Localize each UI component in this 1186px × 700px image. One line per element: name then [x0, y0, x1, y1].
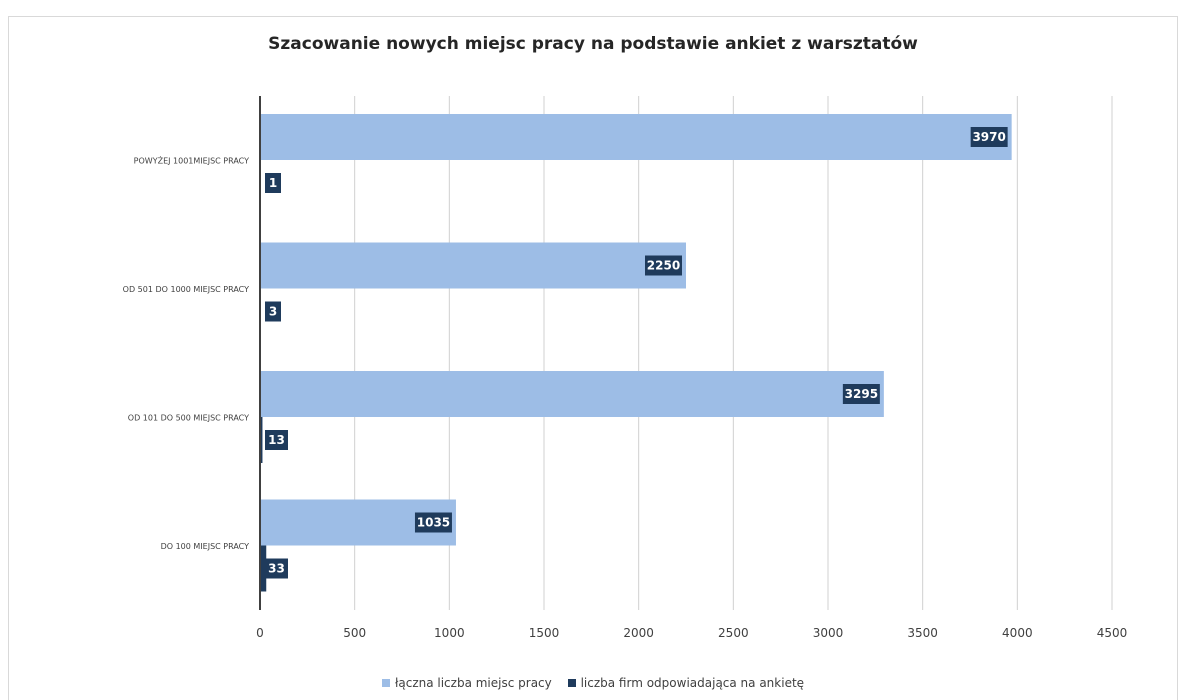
x-tick-label: 3500	[907, 626, 938, 640]
data-label-firms: 33	[268, 562, 285, 576]
data-label-box-total	[645, 255, 682, 276]
bar-total-jobs	[260, 371, 884, 417]
legend-item-firms: liczba firm odpowiadająca na ankietę	[567, 676, 805, 690]
x-tick-label: 0	[256, 626, 264, 640]
x-tick-label: 4500	[1097, 626, 1128, 640]
y-category-label: DO 100 MIEJSC PRACY	[161, 542, 250, 551]
bar-firms	[260, 545, 267, 592]
y-category-label: OD 101 DO 500 MIEJSC PRACY	[128, 413, 249, 422]
data-label-total: 2250	[647, 259, 680, 273]
x-tick-label: 1500	[529, 626, 560, 640]
bar-chart: 3970 1 2250 3 3295 13 1035 33 0 500 1000 1500 2000 2…	[123, 96, 1127, 640]
x-tick-label: 3000	[813, 626, 844, 640]
x-axis-ticks: 0 500 1000 1500 2000 2500 3000 3500 4000 4500	[256, 626, 1127, 640]
legend-swatch-firms	[567, 679, 576, 687]
data-label-box-firms	[265, 301, 281, 322]
x-tick-label: 2500	[718, 626, 749, 640]
y-category-label: POWYŻEJ 1001MIEJSC PRACY	[134, 155, 249, 165]
x-tick-label: 1000	[434, 626, 465, 640]
data-label-total: 1035	[417, 516, 450, 530]
data-label-box-total	[842, 384, 880, 404]
data-label-firms: 1	[269, 176, 277, 190]
legend: łączna liczba miejsc pracy liczba firm o…	[0, 676, 1186, 690]
data-label-box-firms	[265, 558, 288, 579]
data-label-box-firms	[265, 430, 288, 450]
data-label-box-total	[414, 512, 452, 533]
data-label-box-firms	[265, 173, 281, 193]
legend-item-total-jobs: łączna liczba miejsc pracy	[381, 676, 552, 690]
y-category-label: OD 501 DO 1000 MIEJSC PRACY	[123, 285, 249, 294]
data-label-total: 3295	[845, 387, 878, 401]
x-tick-label: 2000	[623, 626, 654, 640]
legend-swatch-total-jobs	[381, 679, 390, 687]
bars: 3970 1 2250 3 3295 13 1035 33	[260, 114, 1012, 592]
data-label-box-total	[970, 127, 1008, 147]
legend-label-firms: liczba firm odpowiadająca na ankietę	[580, 676, 805, 690]
data-label-total: 3970	[972, 130, 1005, 144]
bar-total-jobs	[260, 242, 686, 289]
chart-title: Szacowanie nowych miejsc pracy na podsta…	[268, 34, 918, 54]
bar-firms	[260, 417, 263, 463]
gridlines	[354, 96, 1113, 610]
bar-total-jobs	[260, 114, 1012, 160]
x-tick-label: 500	[343, 626, 366, 640]
data-label-firms: 3	[269, 305, 277, 319]
x-tick-label: 4000	[1002, 626, 1033, 640]
legend-label-total-jobs: łączna liczba miejsc pracy	[394, 676, 552, 690]
data-label-firms: 13	[268, 433, 285, 447]
y-axis-categories: POWYŻEJ 1001MIEJSC PRACY OD 501 DO 1000 M…	[123, 155, 249, 551]
